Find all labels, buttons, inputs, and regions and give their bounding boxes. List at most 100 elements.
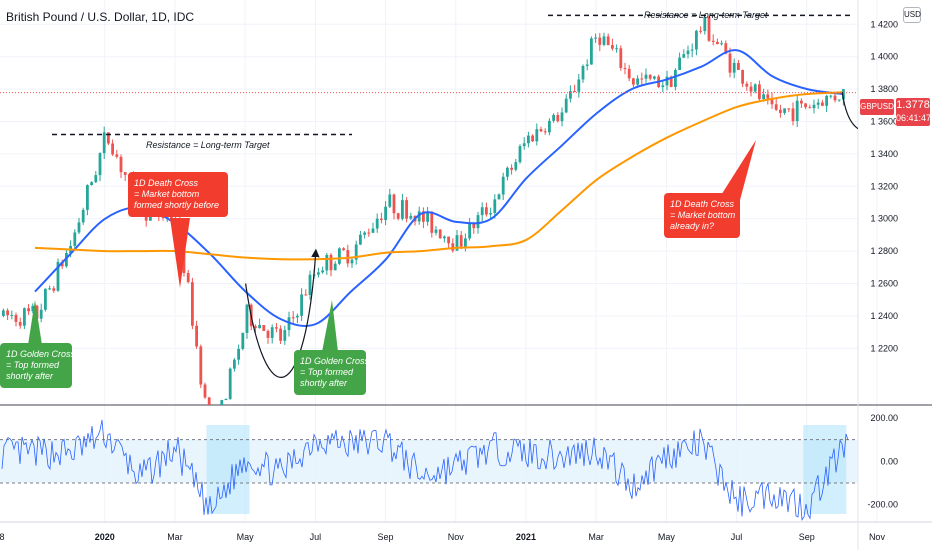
callout-pointer	[322, 300, 338, 352]
candle-body	[648, 74, 652, 79]
candle-body	[237, 348, 240, 360]
candle-body	[77, 222, 81, 233]
death-cross-callout-right: 1D Death Cross = Market bottom already i…	[664, 193, 740, 238]
candle-body	[14, 314, 18, 322]
candle-body	[65, 253, 68, 267]
candle-body	[455, 235, 459, 251]
callout-line: 1D Death Cross	[670, 199, 735, 209]
candle-body	[195, 325, 198, 347]
candle-body	[266, 330, 270, 338]
candle-body	[716, 41, 719, 45]
candle-body	[392, 194, 396, 214]
candle-body	[23, 308, 26, 326]
candle-body	[678, 57, 681, 70]
candle-body	[816, 102, 820, 105]
time-tick-label: 2021	[516, 532, 536, 542]
candle-body	[228, 368, 232, 399]
cci-tick-label: -200.00	[867, 500, 898, 510]
candle-body	[766, 94, 770, 99]
time-tick-label: Jul	[310, 532, 322, 542]
candle-body	[758, 84, 761, 100]
price-tick-label: 1.4000	[870, 52, 898, 62]
candle-body	[779, 109, 782, 113]
candle-body	[308, 274, 312, 296]
candle-body	[27, 308, 30, 312]
candle-body	[245, 304, 249, 333]
candle-body	[258, 325, 261, 329]
candle-body	[753, 84, 757, 92]
candle-body	[107, 132, 110, 144]
cci-line	[1, 419, 849, 521]
candle-body	[304, 294, 308, 296]
candle-body	[119, 156, 123, 173]
golden-cross-callout-right: 1D Golden Cross = Top formed shortly aft…	[294, 350, 369, 395]
candle-body	[795, 100, 799, 122]
candle-body	[808, 107, 812, 109]
current-price-tag: 1.3778 06:41:47	[896, 98, 931, 126]
cci-pane	[0, 419, 858, 521]
candle-body	[518, 146, 522, 163]
callout-line: = Market bottom	[670, 210, 736, 220]
cci-tick-label: 0.00	[880, 456, 898, 466]
death-cross-callout-left: 1D Death Cross = Market bottom formed sh…	[128, 172, 228, 217]
time-tick-label: Sep	[378, 532, 394, 542]
candle-body	[632, 78, 635, 85]
callout-line: already in?	[670, 221, 715, 231]
candle-body	[388, 194, 392, 207]
candle-body	[522, 143, 526, 147]
candle-body	[707, 17, 711, 41]
candle-body	[52, 288, 56, 291]
candle-body	[711, 40, 715, 42]
candle-body	[825, 95, 828, 106]
candle-body	[480, 207, 484, 216]
candle-body	[774, 104, 778, 110]
candle-body	[350, 259, 354, 264]
candle-body	[703, 17, 707, 32]
time-tick-label: Mar	[588, 532, 604, 542]
candle-body	[770, 98, 774, 105]
candle-body	[430, 211, 434, 233]
candle-body	[275, 327, 278, 329]
candle-body	[644, 74, 648, 79]
candle-body	[661, 85, 665, 88]
candle-body	[48, 288, 51, 290]
time-tick-label: 18	[0, 532, 4, 542]
candle-body	[417, 211, 421, 222]
candle-body	[787, 108, 791, 110]
candle-body	[354, 244, 358, 260]
currency-selector[interactable]: USD	[903, 7, 921, 23]
candle-body	[464, 238, 467, 247]
callout-pointer	[170, 218, 190, 288]
candle-body	[472, 223, 476, 229]
candle-body	[590, 38, 593, 65]
candle-body	[674, 69, 677, 87]
candle-body	[224, 398, 228, 401]
candle-body	[737, 62, 740, 70]
candle-body	[94, 175, 98, 183]
time-tick-label: Jul	[731, 532, 743, 542]
candle-body	[371, 228, 375, 233]
candle-body	[459, 235, 463, 247]
candle-body	[426, 211, 429, 222]
candle-body	[615, 48, 618, 50]
candle-body	[653, 76, 656, 79]
candle-body	[434, 229, 438, 233]
candle-body	[396, 213, 400, 219]
callout-pointer	[28, 300, 42, 345]
golden-cross-callout-left: 1D Golden Cross = Top formed shortly aft…	[0, 343, 75, 388]
candle-body	[262, 325, 266, 331]
candle-body	[619, 48, 623, 68]
price-tick-label: 1.2400	[870, 311, 898, 321]
candle-body	[287, 317, 291, 331]
candle-body	[640, 78, 644, 80]
candle-body	[291, 317, 295, 319]
time-tick-label: May	[237, 532, 255, 542]
orange-moving-average-line	[34, 91, 843, 261]
candle-body	[359, 234, 362, 245]
candle-body	[669, 76, 673, 87]
candle-body	[581, 65, 585, 80]
candle-body	[501, 176, 505, 195]
candle-body	[207, 397, 211, 405]
